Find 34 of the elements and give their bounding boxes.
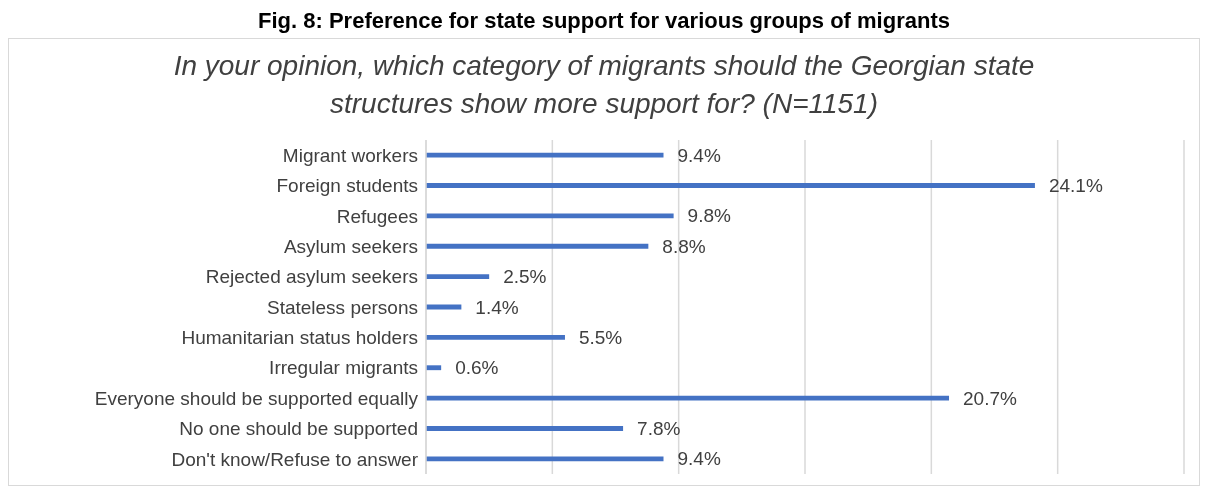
y-tick-label: Refugees: [336, 205, 418, 227]
data-label: 7.8%: [637, 417, 681, 439]
data-label: 9.8%: [687, 205, 732, 227]
y-tick-label: Stateless persons: [266, 296, 418, 318]
data-label: 24.1%: [1048, 175, 1103, 197]
y-tick-label: No one should be supported: [179, 418, 418, 440]
bar: [426, 243, 649, 249]
bar: [426, 395, 950, 401]
bar: [426, 334, 565, 340]
chart-title: Fig. 8: Preference for state support for various groups of migrants: [257, 8, 951, 34]
data-label: 9.4%: [677, 448, 721, 470]
data-label: 9.4%: [677, 144, 721, 166]
bar: [426, 274, 490, 280]
y-tick-label: Irregular migrants: [269, 357, 418, 379]
bar: [426, 365, 442, 371]
data-label: 2.5%: [503, 266, 547, 288]
bar: [426, 426, 624, 431]
y-tick-label: Everyone should be supported equally: [94, 387, 419, 409]
y-tick-label: Humanitarian status holders: [181, 327, 418, 349]
bar: [426, 456, 664, 462]
y-tick-label: Asylum seekers: [283, 236, 418, 258]
data-label: 8.8%: [662, 235, 706, 257]
y-tick-label: Rejected asylum seekers: [205, 266, 418, 288]
data-label: 0.6%: [455, 357, 499, 379]
y-tick-label: Don't know/Refuse to answer: [171, 448, 419, 470]
bar: [426, 213, 674, 219]
data-label: 1.4%: [475, 296, 519, 318]
y-tick-label: Migrant workers: [282, 144, 418, 166]
bar: [426, 152, 664, 158]
data-label: 5.5%: [578, 326, 623, 348]
data-label: 20.7%: [963, 387, 1017, 409]
chart-subtitle: In your opinion, which category of migrants should the Georgian state structures show more support for? (N=1151): [172, 49, 1036, 121]
bar: [426, 183, 1035, 188]
y-tick-label: Foreign students: [276, 175, 418, 197]
